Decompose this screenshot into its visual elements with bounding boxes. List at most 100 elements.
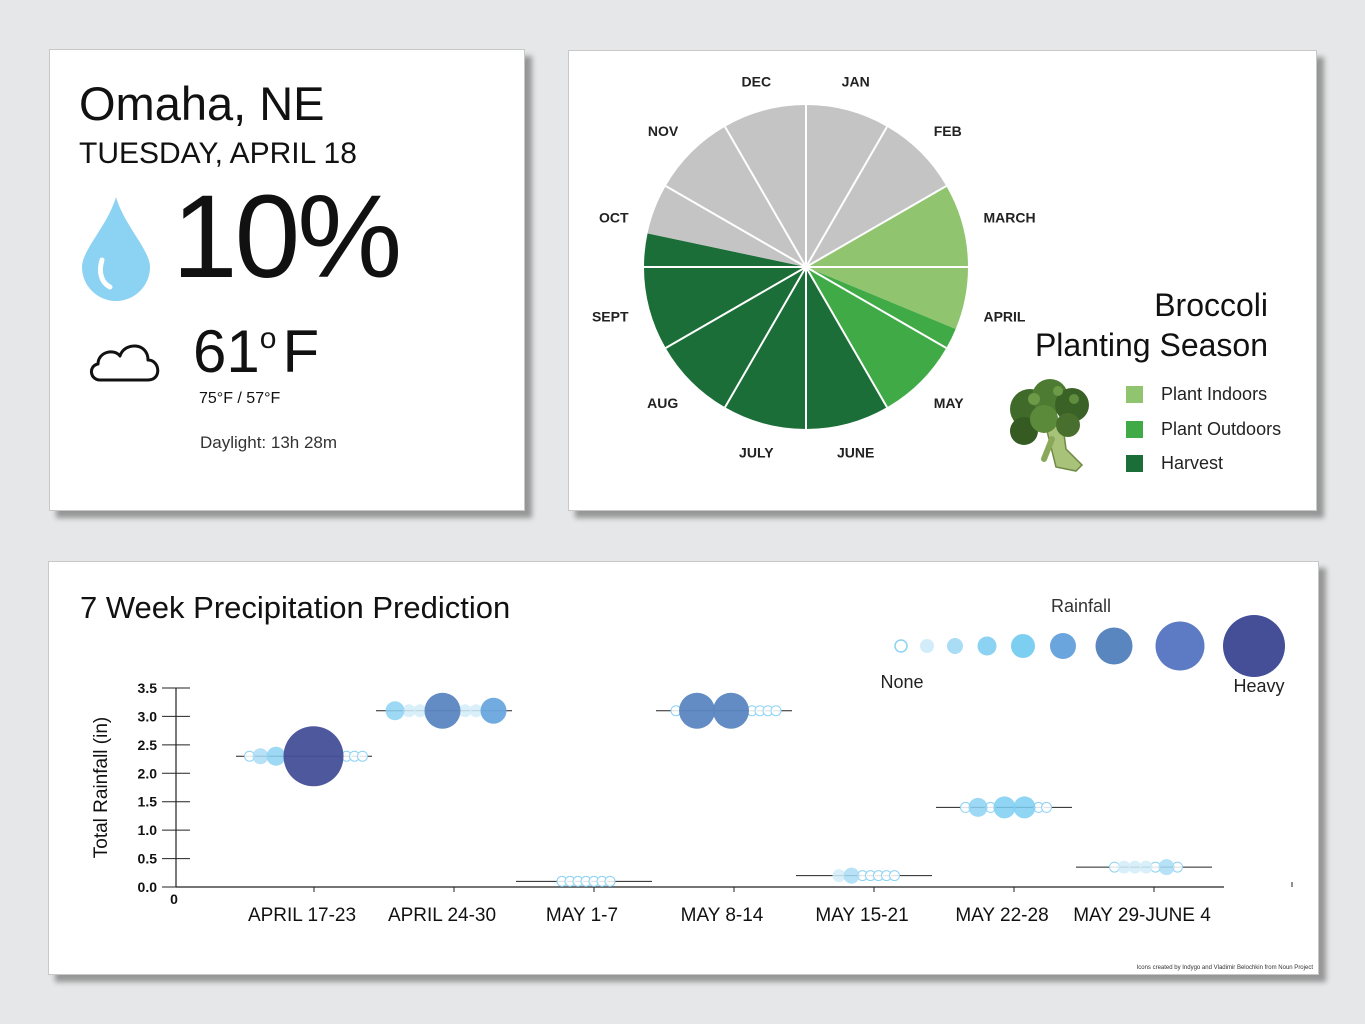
pie-slice-oct-none <box>647 186 806 267</box>
legend-swatch <box>1126 386 1143 403</box>
raindrop-icon <box>80 195 152 308</box>
pie-label-sept: SEPT <box>592 309 629 325</box>
city-name: Omaha, NE <box>79 77 325 130</box>
y-axis-label: Total Rainfall (in) <box>91 717 112 859</box>
daily-rain-point <box>770 705 782 717</box>
y-tick-label: 0.0 <box>138 879 158 895</box>
pie-label-dec: DEC <box>742 74 772 90</box>
daily-rain-point <box>458 704 472 718</box>
pie-slice-june-harvest <box>806 267 887 429</box>
y-tick-label: 2.5 <box>138 737 158 753</box>
pie-label-march: MARCH <box>983 209 1035 225</box>
x-tick-label: MAY 1-7 <box>546 905 618 926</box>
legend-swatch <box>1126 421 1143 438</box>
weather-card: Omaha, NE TUESDAY, APRIL 18 10% 61o F 75°… <box>49 49 525 511</box>
week-group <box>936 796 1072 819</box>
chart-axes: 0.0 0.5 1.0 1.5 2.0 2.5 3.0 3.5 0 Total Rainfall … <box>91 680 1293 926</box>
precipitation-card: 7 Week Precipitation Prediction Rainfall… <box>48 561 1319 975</box>
pie-label-april: APRIL <box>983 309 1025 325</box>
daily-rain-point <box>266 746 286 766</box>
temperature-value: 61 <box>193 318 260 385</box>
planting-season-card: JAN FEB MARCH APRIL MAY JUNE JULY AUG SEPT OCT NOV… <box>568 50 1317 511</box>
pie-divider <box>805 126 888 268</box>
pie-slice-aug-harvest <box>665 267 806 408</box>
daily-rain-point <box>679 692 715 729</box>
week-group <box>376 692 512 729</box>
week-group <box>1076 859 1212 876</box>
season-title: Broccoli Planting Season <box>1035 285 1268 365</box>
daily-rain-point <box>993 796 1016 819</box>
y-tick-label: 1.0 <box>138 822 158 838</box>
planting-pie-chart: JAN FEB MARCH APRIL MAY JUNE JULY AUG SEPT OCT NOV… <box>592 74 1089 472</box>
y-tick-label: 3.5 <box>138 680 158 696</box>
pie-slice-july-harvest <box>725 267 806 429</box>
pie-divider <box>724 126 807 268</box>
legend-label: Plant Indoors <box>1161 384 1268 404</box>
pie-slice-may-plant-outdoors <box>806 267 947 408</box>
y-tick-label: 2.0 <box>138 765 158 781</box>
rainfall-legend-circle <box>894 639 908 653</box>
rainfall-legend-circle <box>947 638 963 654</box>
pie-slice-sept-harvest <box>644 267 806 348</box>
pie-slice-march-plant-indoors <box>806 186 968 267</box>
rainfall-legend-high: Heavy <box>1233 676 1284 696</box>
pie-slice-dec-none <box>725 105 806 267</box>
pie-labels: JAN FEB MARCH APRIL MAY JUNE JULY AUG SEPT OCT NOV… <box>592 74 1036 461</box>
daily-rain-point <box>252 748 269 765</box>
origin-label: 0 <box>170 891 178 907</box>
daylight-duration: Daylight: 13h 28m <box>200 433 338 452</box>
x-tick-label: MAY 29-JUNE 4 <box>1073 905 1211 926</box>
pie-slice-oct-harvest <box>644 233 806 267</box>
daily-rain-point <box>1139 860 1153 874</box>
daily-rain-point <box>357 750 368 762</box>
daily-rain-point <box>604 875 616 887</box>
rainfall-legend-circle <box>1011 634 1035 658</box>
season-title-line2: Planting Season <box>1034 327 1268 363</box>
daily-rain-point <box>1041 801 1052 813</box>
pie-slice-nov-none <box>665 126 806 267</box>
pie-divider <box>665 185 807 268</box>
daily-rain-point <box>1158 859 1175 876</box>
week-group <box>656 692 792 729</box>
daily-rain-point <box>968 797 988 817</box>
daily-rain-point <box>1013 796 1036 819</box>
pie-slice-april-plant-outdoors <box>806 267 956 348</box>
temperature-unit: F <box>282 318 320 385</box>
rainfall-legend-circle <box>1223 615 1285 677</box>
rainfall-legend-circle <box>1155 621 1205 671</box>
pie-label-nov: NOV <box>648 123 679 139</box>
pie-slice-feb-none <box>806 126 947 267</box>
daily-rain-point <box>843 867 860 884</box>
x-tick-label: MAY 15-21 <box>815 905 908 926</box>
daily-rain-point <box>402 704 416 718</box>
precip-percent: 10% <box>172 171 402 303</box>
rainfall-legend-circle <box>977 636 997 656</box>
rainfall-legend-title: Rainfall <box>1051 596 1111 616</box>
week-group <box>236 726 372 787</box>
rainfall-legend-circles <box>894 615 1285 677</box>
pie-label-aug: AUG <box>647 395 678 411</box>
pie-label-oct: OCT <box>599 209 629 225</box>
daily-rain-point <box>469 704 483 718</box>
pie-divider <box>805 266 888 408</box>
week-group <box>516 875 652 887</box>
pie-slices <box>644 105 968 429</box>
daily-rain-point <box>1117 860 1131 874</box>
x-tick-label: MAY 22-28 <box>955 905 1048 926</box>
daily-rain-point <box>889 870 900 882</box>
pie-slice-april-plant-indoors <box>806 267 968 329</box>
legend-swatch <box>1126 455 1143 472</box>
pie-label-feb: FEB <box>934 123 962 139</box>
pie-divider <box>724 266 807 408</box>
season-title-line1: Broccoli <box>1154 287 1268 323</box>
legend-label: Harvest <box>1161 453 1224 473</box>
daily-rain-point <box>424 692 461 729</box>
pie-label-may: MAY <box>934 395 964 411</box>
pie-divider <box>665 266 807 349</box>
week-group <box>796 867 932 884</box>
pie-divider <box>805 266 947 349</box>
precip-chart-title: 7 Week Precipitation Prediction <box>80 590 511 625</box>
icon-credit: Icons created by Indygo and Vladimir Bel… <box>1136 965 1313 971</box>
x-tick-label: MAY 8-14 <box>681 905 764 926</box>
rainfall-legend-low: None <box>880 672 923 692</box>
